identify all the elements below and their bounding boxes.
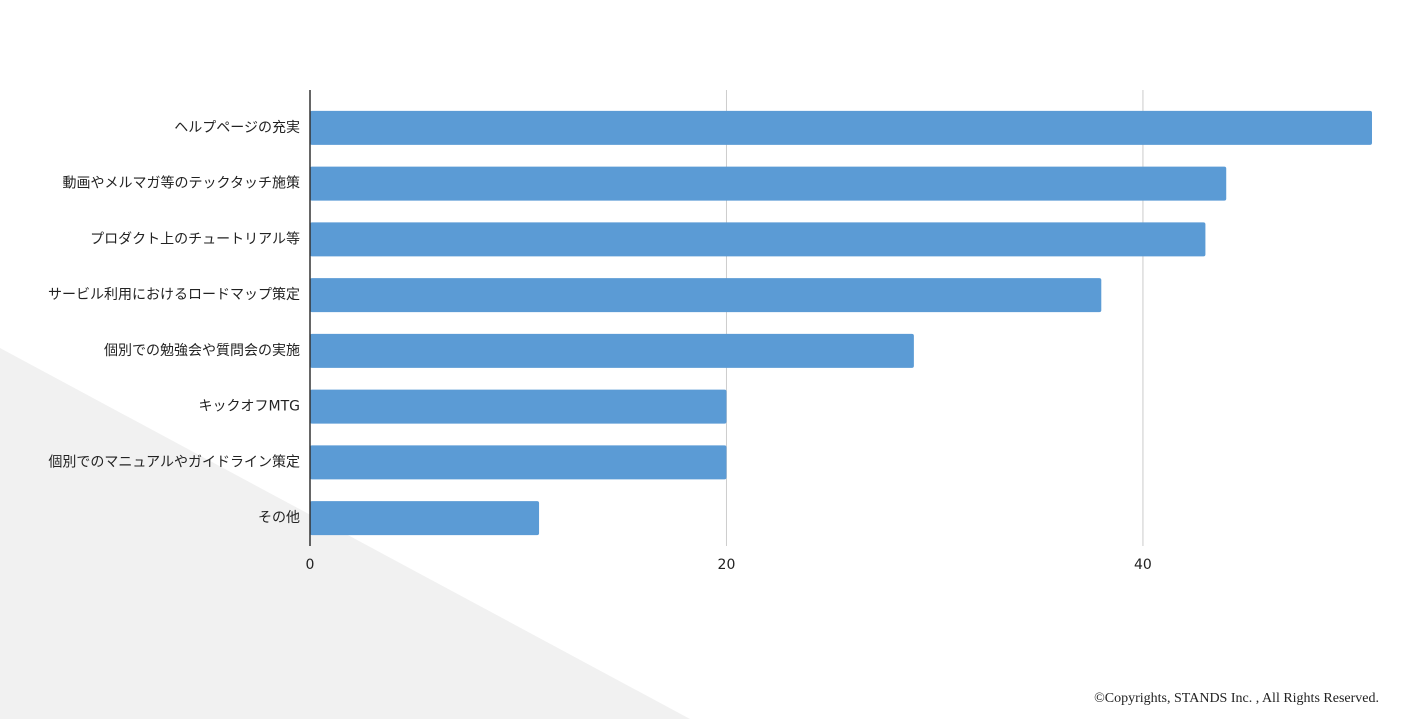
bar (310, 110, 1372, 145)
y-tick-label: 動画やメルマガ等のテックタッチ施策 (63, 175, 300, 192)
bar (310, 222, 1206, 257)
x-tick-label: 0 (306, 557, 315, 573)
footer: ©Copyrights, STANDS Inc. , All Rights Re… (1094, 691, 1379, 706)
bar (310, 445, 727, 480)
bar (310, 389, 727, 424)
bar (310, 333, 914, 368)
y-tick-label: ヘルプページの充実 (174, 120, 300, 136)
bar (310, 501, 540, 536)
y-tick-label: 個別でのマニュアルやガイドライン策定 (48, 453, 300, 470)
y-tick-label: サービル利用におけるロードマップ策定 (48, 286, 300, 303)
y-tick-label: その他 (258, 510, 300, 526)
bar (310, 166, 1227, 201)
x-tick-label: 40 (1134, 557, 1152, 573)
y-tick-label: 個別での勉強会や質問会の実施 (104, 343, 300, 359)
bar (310, 278, 1102, 313)
y-tick-label: キックオフMTG (199, 399, 300, 415)
x-tick-label: 20 (718, 557, 736, 573)
y-tick-label: プロダクト上のチュートリアル等 (90, 230, 300, 247)
